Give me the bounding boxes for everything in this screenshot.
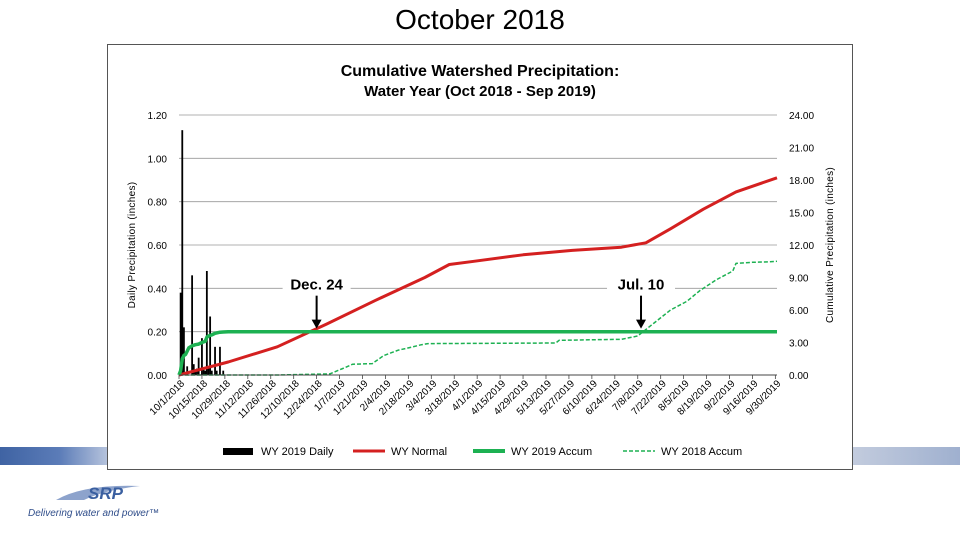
y-tick-label: 1.00 [148, 154, 168, 165]
series-lines [177, 176, 778, 377]
y2-tick-label: 21.00 [789, 144, 814, 155]
daily-precip-bar [197, 357, 200, 375]
y2-tick-label: 3.00 [789, 339, 809, 350]
precipitation-chart: Cumulative Watershed Precipitation: Wate… [127, 63, 836, 458]
daily-precip-bar [222, 370, 225, 375]
footer-band-left [0, 447, 108, 465]
annotation-arrow-head [311, 319, 322, 329]
daily-precip-bar [210, 370, 213, 375]
y2-tick-label: 24.00 [789, 111, 814, 122]
y-tick-label: 0.00 [148, 371, 168, 382]
legend-wy-normal-label: WY Normal [391, 446, 447, 458]
legend-wy2019-daily-swatch [223, 448, 253, 455]
annotation-label: Jul. 10 [618, 277, 665, 294]
y2-tick-label: 9.00 [789, 274, 809, 285]
y2-tick-label: 18.00 [789, 176, 814, 187]
srp-logo: SRP Delivering water and power™ [28, 478, 208, 528]
legend: WY 2019 Daily WY Normal WY 2019 Accum WY 20… [223, 446, 742, 458]
daily-precip-bar [183, 327, 185, 375]
legend-wy2019-accum-label: WY 2019 Accum [511, 446, 592, 458]
daily-precip-bar [181, 130, 184, 375]
legend-wy2018-accum-label: WY 2018 Accum [661, 446, 742, 458]
y2-tick-label: 0.00 [789, 371, 809, 382]
chart-subtitle: Water Year (Oct 2018 - Sep 2019) [364, 83, 596, 100]
daily-precip-bar [191, 275, 194, 375]
y-tick-label: 0.20 [148, 328, 168, 339]
daily-precip-bar [202, 368, 205, 375]
y-tick-label: 0.60 [148, 241, 168, 252]
daily-precip-bar [219, 346, 221, 375]
daily-precip-bar [204, 370, 207, 375]
chart-title: Cumulative Watershed Precipitation: [341, 63, 620, 80]
annotations: Dec. 24 Jul. 10 [282, 273, 676, 329]
y2-tick-label: 6.00 [789, 306, 809, 317]
y2-tick-label: 15.00 [789, 209, 814, 220]
daily-bars [179, 130, 225, 375]
legend-wy2019-daily-label: WY 2019 Daily [261, 446, 334, 458]
gridlines [179, 114, 777, 376]
daily-precip-bar [179, 292, 182, 375]
wy2019-accum-line [177, 329, 777, 376]
srp-logo-text: SRP [88, 484, 124, 503]
daily-precip-bar [215, 370, 218, 375]
daily-precip-bar [207, 366, 210, 375]
annotation-arrow-head [636, 319, 647, 329]
slide-title: October 2018 [395, 4, 565, 35]
daily-precip-bar [209, 316, 212, 375]
annotation-label: Dec. 24 [290, 277, 343, 294]
srp-logo-mark: SRP [56, 484, 140, 503]
y-tick-label: 0.40 [148, 284, 168, 295]
daily-precip-bar [201, 338, 203, 375]
daily-precip-bar [194, 370, 197, 375]
daily-precip-bar [186, 366, 189, 375]
y2-tick-label: 12.00 [789, 241, 814, 252]
y-axis-label: Daily Precipitation (inches) [127, 182, 138, 309]
daily-precip-bar [205, 271, 208, 375]
tagline: Delivering water and power™ [28, 508, 160, 519]
chart-frame: Cumulative Watershed Precipitation: Wate… [107, 44, 853, 470]
daily-precip-bar [214, 346, 216, 375]
annotation-bg [282, 273, 351, 294]
axes: 0.00 0.20 0.40 0.60 0.80 1.00 1.20 0.00 3.00 6.00… [127, 111, 836, 422]
wy2018-accum-line [179, 260, 778, 376]
y2-axis-label: Cumulative Precipitation (inches) [825, 167, 836, 323]
wy-normal-line [178, 176, 778, 377]
annotation-bg [607, 273, 676, 294]
y-tick-label: 0.80 [148, 198, 168, 209]
y-tick-label: 1.20 [148, 111, 168, 122]
footer-band-right [851, 447, 960, 465]
